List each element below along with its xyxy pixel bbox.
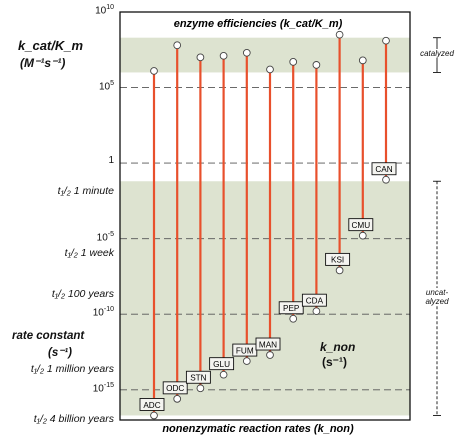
- y-tick-label: 1: [108, 155, 114, 167]
- label-text-adc: ADC: [143, 401, 160, 410]
- knon-point-cmu: [358, 231, 367, 240]
- knon-point-ksi: [335, 266, 344, 275]
- kcat-point-ksi: [335, 30, 344, 39]
- inner-label: k_non: [320, 340, 356, 354]
- kcat-point-can: [382, 36, 390, 45]
- knon-point-glu: [219, 370, 228, 379]
- knon-point-adc: [150, 411, 158, 420]
- kcat-point-odc: [173, 41, 182, 50]
- label-box-man: [255, 337, 281, 351]
- label-text-pep: PEP: [283, 304, 300, 313]
- kcat-point-man: [266, 65, 274, 74]
- region-label-uncatalyzed: uncat- alyzed: [412, 288, 459, 307]
- label-text-man: MAN: [259, 340, 277, 349]
- y-tick-label: 10-15: [92, 381, 114, 395]
- label-box-glu: [209, 357, 235, 371]
- label-text-cmu: CMU: [351, 221, 370, 230]
- y-tick-exponent: -5: [107, 230, 114, 238]
- plot-frame: [119, 11, 411, 421]
- half-life-label: t₁/₂ 1 million years: [30, 363, 114, 376]
- band-catalyzed: [120, 37, 410, 73]
- label-text-stn: STN: [190, 374, 206, 383]
- kcat-point-cmu: [358, 56, 367, 65]
- y-tick-label: 10-5: [96, 230, 114, 243]
- label-box-pep: [278, 301, 304, 315]
- half-life-label: t₁/₂ 4 billion years: [33, 413, 114, 425]
- y-tick-exponent: 10: [106, 4, 114, 11]
- label-text-glu: GLU: [213, 360, 230, 369]
- y-tick-label: 105: [98, 79, 114, 92]
- inner-label-units: (s⁻¹): [322, 355, 347, 369]
- label-box-odc: [162, 381, 188, 395]
- ylabel-top: k_cat/K_m: [18, 38, 108, 53]
- y-tick-exponent: 5: [110, 79, 114, 87]
- kcat-point-stn: [196, 53, 205, 62]
- knon-point-can: [382, 175, 390, 184]
- knon-point-odc: [173, 394, 182, 403]
- label-box-can: [371, 162, 397, 176]
- knon-point-man: [266, 351, 274, 359]
- series-points: [150, 30, 390, 420]
- y-tick-label: 1010: [95, 4, 114, 17]
- label-box-cda: [301, 293, 327, 307]
- label-text-ksi: KSI: [331, 256, 344, 265]
- label-box-stn: [185, 370, 211, 384]
- ylabel-bottom: rate constant: [12, 330, 85, 342]
- knon-point-stn: [196, 384, 205, 393]
- enzyme-labels: ADC ODC STN GLU FUM MAN PEP CDA KSI CMU CAN: [139, 162, 397, 411]
- y-tick-exponent: -15: [103, 381, 114, 389]
- kcat-point-adc: [150, 67, 158, 75]
- kcat-point-cda: [312, 61, 321, 69]
- knon-point-cda: [312, 307, 321, 316]
- label-box-ksi: [325, 252, 351, 266]
- series-stems: [152, 34, 388, 416]
- y-tick-exponent: -10: [103, 306, 114, 314]
- knon-point-fum: [242, 357, 251, 365]
- region-brackets: [433, 37, 441, 416]
- kcat-point-pep: [289, 58, 298, 66]
- half-life-label: t₁/₂ 100 years: [51, 287, 114, 300]
- label-text-cda: CDA: [306, 297, 324, 306]
- label-text-can: CAN: [375, 165, 392, 174]
- half-life-label: t₁/₂ 1 week: [64, 246, 114, 259]
- label-box-adc: [139, 398, 165, 411]
- label-box-cmu: [348, 218, 374, 232]
- chart-title: enzyme efficiencies (k_cat/K_m): [174, 18, 343, 30]
- y-tick-label: 10-10: [92, 306, 114, 319]
- ylabel-top-text: k_cat/K_m: [18, 38, 84, 53]
- ylabel-bottom-units: (s⁻¹): [48, 347, 72, 359]
- knon-point-pep: [289, 314, 298, 323]
- label-text-fum: FUM: [236, 346, 254, 355]
- band-uncatalyzed: [120, 181, 410, 416]
- ylabel-top-units: (M⁻¹s⁻¹): [20, 56, 66, 70]
- bottom-title: nonenzymatic reaction rates (k_non): [162, 423, 354, 435]
- kcat-point-fum: [242, 48, 251, 57]
- half-life-label: t₁/₂ 1 minute: [57, 184, 114, 197]
- region-label-catalyzed: catalyzed: [412, 49, 459, 59]
- label-text-odc: ODC: [166, 384, 184, 393]
- kcat-point-glu: [219, 51, 228, 60]
